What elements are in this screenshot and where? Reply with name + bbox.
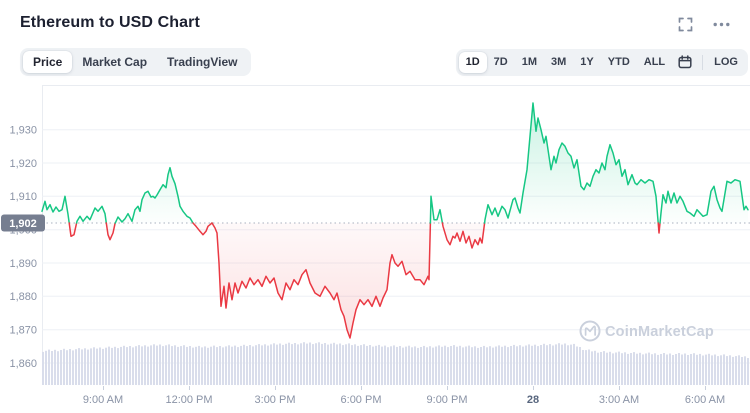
svg-text:1,902: 1,902 [9,218,37,230]
svg-text:1,920: 1,920 [9,158,37,170]
range-button-3m[interactable]: 3M [544,52,573,73]
x-axis-labels: 9:00 AM 12:00 PM 3:00 PM 6:00 PM 9:00 PM 28 3:… [83,386,725,406]
tab-price[interactable]: Price [23,51,73,73]
svg-text:CoinMarketCap: CoinMarketCap [605,324,714,340]
svg-text:12:00 PM: 12:00 PM [165,394,212,406]
page-title: Ethereum to USD Chart [20,14,200,31]
coinmarketcap-watermark: CoinMarketCap [579,320,714,342]
range-button-1m[interactable]: 1M [515,52,544,73]
range-button-1y[interactable]: 1Y [573,52,600,73]
svg-text:1,870: 1,870 [9,325,37,337]
calendar-icon[interactable] [672,52,698,72]
svg-text:1,890: 1,890 [9,258,37,270]
svg-text:9:00 PM: 9:00 PM [427,394,468,406]
current-price-badge: 1,902 [1,214,45,232]
range-button-all[interactable]: ALL [637,52,672,73]
svg-text:6:00 AM: 6:00 AM [685,394,725,406]
fullscreen-icon[interactable] [678,17,693,32]
volume-bars [42,342,749,386]
svg-text:1,910: 1,910 [9,191,37,203]
header-icons [678,17,730,32]
svg-text:1,930: 1,930 [9,125,37,137]
divider [702,54,704,70]
more-options-icon[interactable] [713,22,730,27]
price-chart[interactable]: 1,9301,9201,9101,9001,8901,8801,8701,860… [0,85,750,408]
tab-tradingview[interactable]: TradingView [157,51,247,73]
svg-text:28: 28 [527,394,539,406]
svg-text:3:00 AM: 3:00 AM [599,394,639,406]
svg-text:9:00 AM: 9:00 AM [83,394,123,406]
svg-text:6:00 PM: 6:00 PM [341,394,382,406]
chart-canvas[interactable]: 1,9301,9201,9101,9001,8901,8801,8701,860… [0,85,750,408]
log-scale-button[interactable]: LOG [707,52,745,73]
tab-market-cap[interactable]: Market Cap [72,51,157,73]
price-line [41,102,749,339]
range-buttons: 1D 7D 1M 3M 1Y YTD ALL [458,51,673,73]
chart-header: Ethereum to USD Chart [0,0,750,44]
range-switcher: 1D 7D 1M 3M 1Y YTD ALL LOG [455,48,748,76]
svg-text:1,860: 1,860 [9,358,37,370]
view-switcher: Price Market Cap TradingView [20,48,251,76]
svg-text:1,880: 1,880 [9,291,37,303]
price-area-fill [42,103,748,338]
range-button-7d[interactable]: 7D [487,52,515,73]
svg-text:3:00 PM: 3:00 PM [255,394,296,406]
range-button-1d[interactable]: 1D [458,51,487,73]
controls-row: Price Market Cap TradingView 1D 7D 1M 3M 1Y Y… [0,47,750,77]
coinmarketcap-logo-icon [579,320,601,342]
range-button-ytd[interactable]: YTD [601,52,637,73]
